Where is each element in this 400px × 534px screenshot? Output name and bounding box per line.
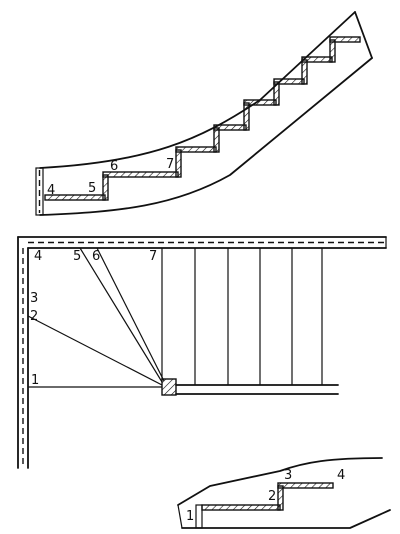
detail-tread-2 <box>277 482 334 489</box>
riser-6 <box>301 59 308 85</box>
tread-8 <box>329 36 361 43</box>
detail-tread-1 <box>201 504 281 511</box>
riser-2 <box>175 149 182 178</box>
detail-label: 2 <box>268 489 276 504</box>
elevation-label: 6 <box>110 159 118 174</box>
plan-label: 1 <box>31 373 39 388</box>
detail-string-top <box>177 457 383 506</box>
tread-4 <box>213 124 247 131</box>
plan-label: 7 <box>149 249 157 264</box>
plan-newel-post <box>161 378 177 396</box>
newel-post <box>35 167 44 216</box>
winder-lines <box>27 247 165 388</box>
detail-string-bottom <box>181 509 391 529</box>
plan-label: 3 <box>30 291 38 306</box>
elevation-label: 7 <box>166 157 174 172</box>
elevation-label: 5 <box>88 181 96 196</box>
tread-5 <box>243 99 277 106</box>
plan-label: 6 <box>92 249 100 264</box>
straight-flight <box>161 248 339 395</box>
riser-4 <box>243 102 250 131</box>
detail-label: 3 <box>284 468 292 483</box>
riser-7 <box>329 39 336 63</box>
winder-line-2 <box>27 315 163 386</box>
plan-label: 2 <box>30 309 38 324</box>
tread-6 <box>273 78 305 85</box>
tread-3 <box>175 146 217 153</box>
string-top-edge <box>354 11 373 59</box>
detail-riser-1 <box>277 485 284 511</box>
riser-3 <box>213 127 220 153</box>
tread-7 <box>301 56 333 63</box>
plan-label: 5 <box>73 249 81 264</box>
detail-label: 4 <box>337 468 345 483</box>
plan-view: 4 5 6 7 3 2 1 <box>17 236 387 469</box>
riser-1 <box>102 174 109 201</box>
inner-string-curve <box>39 57 373 216</box>
outer-string-curve <box>39 11 356 169</box>
step-profile <box>44 36 361 201</box>
detail-newel <box>195 504 203 529</box>
elevation-label: 4 <box>47 183 55 198</box>
plan-label: 4 <box>34 249 42 264</box>
riser-5 <box>273 81 280 106</box>
winder-line-6 <box>96 247 165 382</box>
top-elevation-view: 4 5 6 7 <box>35 11 373 216</box>
detail-string-end <box>177 504 183 529</box>
detail-label: 1 <box>186 509 194 524</box>
detail-elevation-view: 1 2 3 4 <box>177 457 391 529</box>
winder-line-5 <box>79 247 163 383</box>
